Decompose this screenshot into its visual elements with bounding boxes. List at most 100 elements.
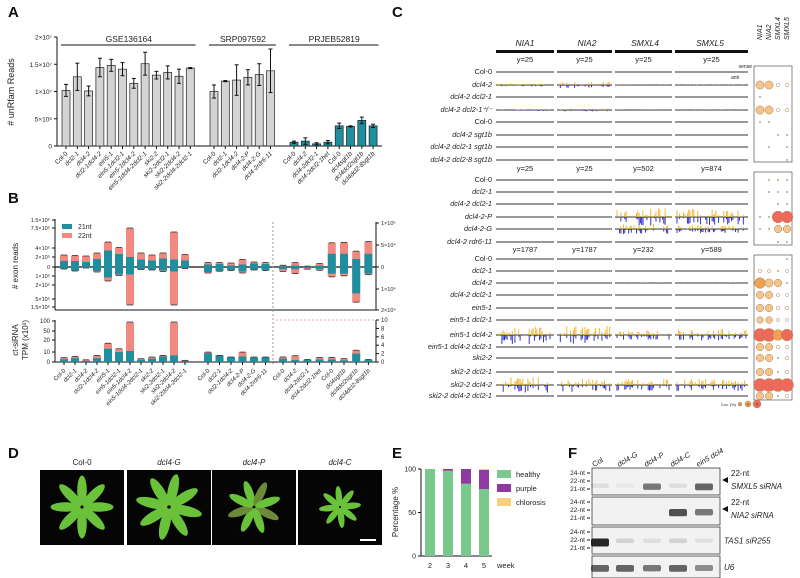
rosette-leaf bbox=[337, 507, 345, 528]
coverage-dot bbox=[767, 227, 771, 231]
legend-swatch-22nt bbox=[62, 233, 72, 238]
blot-band bbox=[695, 509, 713, 516]
coverage-dot bbox=[756, 343, 764, 351]
ct-bar-21nt bbox=[364, 359, 373, 362]
blot-band bbox=[616, 565, 634, 572]
gene-model-nia1 bbox=[496, 50, 554, 53]
panel-e-stacked-bar-chart: 0 50 100 Percentage % 2 3 4 5 week healthy purple c… bbox=[391, 467, 546, 571]
y-tick-label: 0 bbox=[48, 144, 52, 151]
dot-plot-box bbox=[753, 254, 793, 401]
bar-21nt-sense bbox=[115, 254, 123, 267]
ct-bar-22nt bbox=[170, 322, 178, 362]
coverage-dot bbox=[765, 316, 773, 324]
arrow-icon bbox=[722, 477, 728, 483]
coverage-dot bbox=[756, 291, 764, 299]
bar-21nt-sense bbox=[215, 264, 224, 267]
blot-band bbox=[669, 483, 687, 488]
sample-label: dcl4-2-P bbox=[465, 212, 492, 221]
bar bbox=[140, 63, 150, 147]
coverage-dot bbox=[785, 83, 789, 87]
y-tick-label: 0 bbox=[412, 554, 416, 561]
blot-band bbox=[669, 565, 687, 572]
coverage-dot bbox=[754, 277, 766, 289]
ct-bar-21nt bbox=[82, 360, 90, 362]
x-axis-label: week bbox=[496, 561, 515, 570]
bar-21nt-antisense bbox=[291, 267, 300, 270]
rosette-leaf bbox=[82, 507, 105, 530]
coverage-dot bbox=[767, 190, 771, 194]
coverage-dot bbox=[776, 83, 780, 87]
bar-21nt-sense bbox=[279, 266, 287, 267]
sample-label: dcl4-2 bbox=[472, 278, 492, 287]
rosette-leaf bbox=[335, 486, 343, 507]
size-marker-label: 21-nt bbox=[570, 486, 585, 493]
bar bbox=[84, 90, 93, 147]
y-tick-label: 6 bbox=[381, 335, 385, 341]
size-marker-label: 21-nt bbox=[570, 545, 585, 552]
panel-b-bar-chart: 1.5×10⁶7.5×10⁵4×10⁵2×10⁵01×10⁵2×10⁵5×10⁵… bbox=[11, 217, 396, 407]
coverage-dot bbox=[765, 291, 773, 299]
y-tick-label: 2 bbox=[381, 352, 385, 358]
coverage-dot bbox=[774, 279, 782, 287]
coverage-dot bbox=[755, 105, 765, 115]
bar-22nt-antisense bbox=[170, 267, 178, 305]
panel-label-b: B bbox=[8, 190, 19, 207]
ct-bar-22nt bbox=[291, 355, 300, 362]
coverage-dot bbox=[765, 343, 773, 351]
bar bbox=[368, 125, 378, 147]
blot-membrane bbox=[591, 467, 721, 496]
coverage-legend-dot bbox=[737, 401, 743, 407]
y-scale-label: y=1787 bbox=[572, 245, 597, 254]
sample-label: dcl4-2 rdr6-11 bbox=[447, 237, 492, 246]
coverage-dot bbox=[785, 257, 789, 261]
legend-label: purple bbox=[516, 484, 537, 493]
coverage-dot bbox=[785, 370, 789, 374]
coverage-legend-label: Cov. (%) bbox=[721, 402, 737, 407]
coverage-dot bbox=[764, 105, 774, 115]
y-scale-label: y=25 bbox=[517, 164, 533, 173]
bar-22nt-antisense bbox=[126, 267, 134, 305]
bar-22nt-sense bbox=[126, 228, 134, 267]
coverage-dot bbox=[776, 394, 780, 398]
ct-bar-21nt bbox=[291, 359, 300, 362]
band-size-label: 22-nt bbox=[731, 498, 750, 507]
bar bbox=[220, 80, 230, 147]
rosette-leaf bbox=[150, 478, 170, 506]
y-tick-label: 2×10⁴ bbox=[381, 307, 396, 314]
rosette-leaf bbox=[319, 504, 340, 512]
ct-bar-21nt bbox=[238, 356, 247, 362]
bar-21nt-antisense bbox=[126, 267, 134, 275]
bar-21nt-sense bbox=[261, 264, 270, 267]
y-tick-label: 100 bbox=[404, 467, 416, 474]
bar-21nt-sense bbox=[60, 261, 68, 267]
bar-21nt-antisense bbox=[71, 267, 79, 271]
y-tick-label: 4 bbox=[381, 343, 385, 349]
band-size-label: 22-nt bbox=[731, 469, 750, 478]
coverage-dot bbox=[764, 80, 774, 90]
ct-bar-21nt bbox=[148, 358, 156, 362]
rosette-leaf bbox=[323, 493, 340, 507]
dataset-label: PRJEB52819 bbox=[309, 34, 360, 44]
ct-bar-21nt bbox=[159, 356, 167, 362]
rosette-leaf bbox=[77, 508, 87, 539]
bar-22nt-antisense bbox=[291, 267, 300, 274]
sample-label: ein5-1 dcl2-1 bbox=[450, 315, 492, 324]
sample-label: dcl2-1 bbox=[472, 187, 492, 196]
coverage-dot bbox=[776, 318, 780, 322]
coverage-dot bbox=[776, 356, 780, 360]
ct-bar-21nt bbox=[303, 359, 312, 362]
coverage-dot bbox=[756, 354, 764, 362]
rosette-leaf bbox=[136, 496, 168, 510]
coverage-dot bbox=[767, 145, 771, 149]
size-marker-label: 21-nt bbox=[570, 515, 585, 522]
bar bbox=[61, 90, 71, 147]
bar bbox=[106, 64, 116, 147]
bar-21nt-sense bbox=[93, 259, 101, 267]
genotype-label: dcl4-P bbox=[243, 458, 266, 467]
coverage-dot bbox=[785, 356, 789, 360]
bar-21nt-sense bbox=[352, 259, 361, 267]
ct-bar-22nt bbox=[126, 322, 134, 362]
rosette-leaf bbox=[340, 507, 357, 521]
